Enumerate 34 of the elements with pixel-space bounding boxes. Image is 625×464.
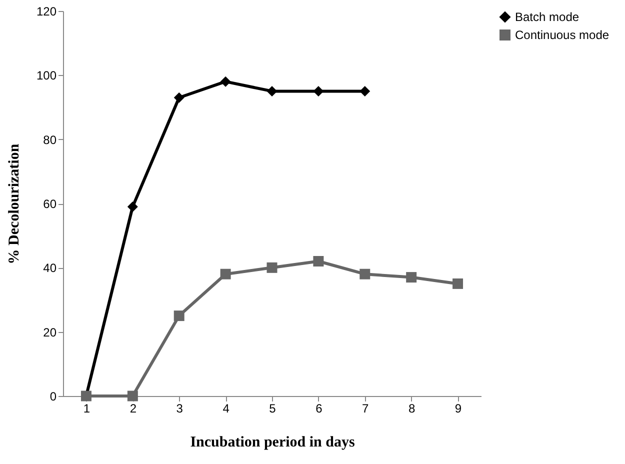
x-tick-label: 4 xyxy=(222,402,230,416)
x-tick-label: 6 xyxy=(316,402,323,416)
point xyxy=(174,310,184,322)
x-tick-label: 3 xyxy=(176,402,184,416)
legend-label: Batch mode xyxy=(515,10,580,24)
point xyxy=(360,86,370,96)
x-tick-label: 9 xyxy=(454,402,462,416)
x-tick-label: 8 xyxy=(408,402,416,416)
y-tick-label: 20 xyxy=(43,325,57,340)
x-tick-label: 1 xyxy=(83,402,90,416)
point xyxy=(127,390,138,402)
y-tick-label: 80 xyxy=(43,132,57,147)
x-tick-label: 7 xyxy=(362,402,370,416)
point xyxy=(266,262,278,273)
point xyxy=(266,86,278,96)
y-tick-label: 60 xyxy=(43,197,57,211)
point xyxy=(174,92,184,103)
y-tick-label: 100 xyxy=(36,68,57,83)
point xyxy=(220,76,231,87)
y-tick-label: 40 xyxy=(43,261,57,276)
point xyxy=(313,256,324,266)
point xyxy=(406,272,417,283)
x-axis-title: Incubation period in days xyxy=(190,434,355,450)
point xyxy=(360,268,370,280)
legend-label: Continuous mode xyxy=(515,28,610,42)
y-tick-label: 0 xyxy=(50,390,57,404)
point xyxy=(313,86,324,96)
y-axis-title: % Decolourization xyxy=(6,143,22,264)
y-tick-label: 120 xyxy=(36,4,57,18)
x-tick-label: 2 xyxy=(130,402,137,416)
point xyxy=(220,268,231,280)
point xyxy=(127,201,138,212)
point xyxy=(452,278,464,289)
x-tick-label: 5 xyxy=(269,402,276,416)
